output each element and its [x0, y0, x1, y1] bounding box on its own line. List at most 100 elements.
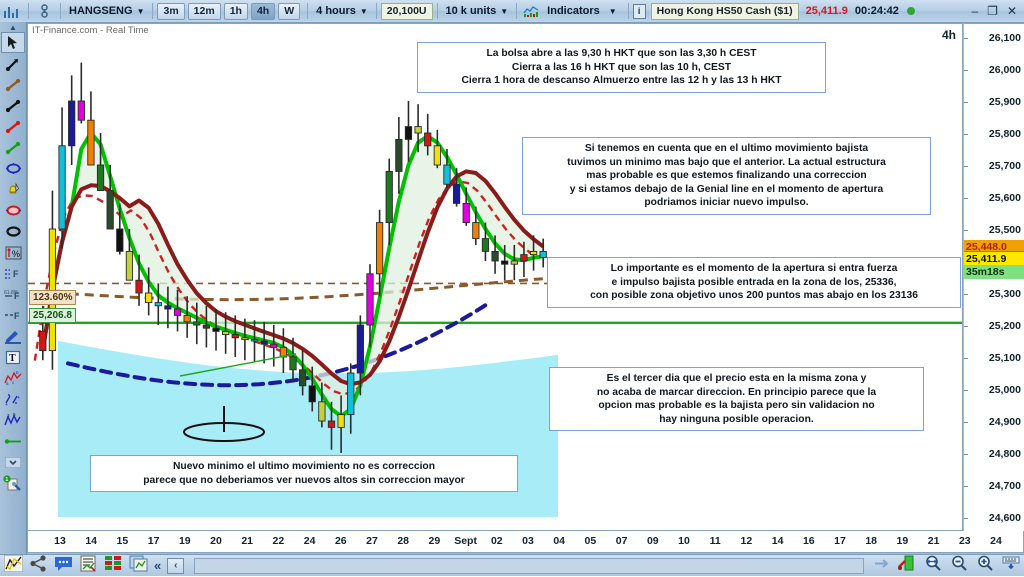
note-third-day[interactable]: Es el tercer dia que el precio esta en l… [549, 367, 924, 432]
tool-arrow[interactable] [1, 53, 25, 74]
windows-icon[interactable] [129, 555, 148, 577]
time-tick-label: 18 [865, 535, 878, 547]
tool-line-brown[interactable] [1, 74, 25, 95]
instrument-chip[interactable]: Hong Kong HS50 Cash ($1) [650, 2, 799, 20]
tool-settings-badge[interactable]: 1 [1, 473, 25, 494]
tool-alert-bell[interactable] [1, 179, 25, 200]
time-tick-label: 09 [646, 535, 659, 547]
data-icon[interactable] [104, 555, 123, 577]
tool-percent[interactable]: % [1, 242, 25, 263]
timeframe-4h[interactable]: 4h [250, 2, 276, 20]
svg-text:F: F [14, 291, 20, 301]
time-tick-label: 19 [896, 535, 909, 547]
report-icon[interactable] [79, 555, 98, 577]
divider [152, 3, 154, 19]
tool-ellipse-red[interactable] [1, 200, 25, 221]
keyboard-icon[interactable] [1002, 555, 1020, 576]
note-structure[interactable]: Si tenemos en cuenta que en el ultimo mo… [522, 137, 931, 215]
time-tick-label: 12 [740, 535, 753, 547]
price-tick [964, 294, 968, 295]
units-select[interactable]: 10 k units ▼ [442, 3, 513, 19]
collapse-button[interactable]: « [154, 558, 162, 573]
tool-ellipse-black[interactable] [1, 221, 25, 242]
tool-fib-retracement[interactable]: F [1, 263, 25, 284]
rail-collapse-icon[interactable]: ▲ [9, 22, 17, 32]
link-icon[interactable] [38, 4, 51, 18]
zoom-fit-icon[interactable] [924, 555, 942, 576]
tool-text[interactable]: T [1, 347, 25, 368]
time-tick-label: 17 [834, 535, 846, 547]
timeframe-3m[interactable]: 3m [157, 2, 185, 20]
price-tick-label: 25,000 [988, 384, 1021, 396]
zoom-out-icon[interactable] [950, 555, 968, 576]
chart-icon[interactable] [3, 554, 24, 577]
tool-more-expand[interactable] [1, 452, 25, 473]
time-axis[interactable]: 13 14 15 17 19 20 21 22 24 26 27 28 29 Sept 02 03 04 05 07… [27, 531, 1024, 553]
price-badge: 25,448.0 [964, 239, 1024, 254]
chevron-down-icon[interactable]: ▼ [608, 6, 617, 16]
indicators-label: Indicators [547, 5, 600, 17]
note-market-hours[interactable]: La bolsa abre a las 9,30 h HKT que son l… [417, 42, 826, 93]
period-select[interactable]: 4 hours ▼ [312, 3, 372, 19]
close-button[interactable]: ✕ [1006, 4, 1017, 18]
price-tick [964, 230, 968, 231]
tool-line-green[interactable] [1, 137, 25, 158]
tool-line-black[interactable] [1, 95, 25, 116]
time-tick-label: 07 [615, 535, 628, 547]
tool-pencil[interactable] [1, 326, 25, 347]
price-tick [964, 518, 968, 519]
drawing-tools-rail: ▲ % [0, 22, 27, 554]
info-icon[interactable]: i [632, 3, 646, 19]
time-tick-label: 19 [178, 535, 191, 547]
note-new-low[interactable]: Nuevo minimo el ultimo movimiento no es … [90, 455, 518, 493]
alert-icon[interactable] [898, 555, 916, 576]
tool-line-red[interactable] [1, 116, 25, 137]
restore-button[interactable]: ❐ [987, 4, 998, 18]
instrument-menu[interactable]: HANGSENG ▼ [65, 3, 148, 19]
status-bar: « ‹ [0, 554, 1024, 576]
timeframe-1h[interactable]: 1h [223, 2, 248, 20]
zoom-controls [874, 555, 1020, 576]
tool-fib-fan[interactable]: F [1, 305, 25, 326]
note-entry[interactable]: Lo importante es el momento de la apertu… [547, 257, 961, 308]
svg-text:1: 1 [5, 477, 8, 483]
instrument-menu-label: HANGSENG [69, 5, 133, 17]
back-button[interactable]: ‹ [167, 557, 185, 574]
divider [436, 3, 438, 19]
bars-count-field[interactable]: 20,100U [380, 2, 433, 20]
share-icon[interactable] [29, 554, 48, 577]
tool-ellipse-blue[interactable] [1, 158, 25, 179]
svg-text:b: b [16, 371, 19, 375]
arrow-icon[interactable] [874, 556, 890, 576]
price-tick-label: 26,000 [988, 64, 1021, 76]
connection-status-icon [906, 7, 915, 15]
tool-pointer[interactable] [1, 32, 25, 53]
timeframe-w[interactable]: W [278, 2, 301, 20]
chat-icon[interactable] [54, 555, 73, 577]
svg-text:a: a [6, 381, 9, 386]
price-tick [964, 38, 968, 39]
time-tick-label: 23 [958, 535, 971, 547]
time-tick-label: 02 [490, 535, 503, 547]
price-tick [964, 422, 968, 423]
zoom-in-icon[interactable] [976, 555, 994, 576]
chevron-down-icon: ▼ [136, 6, 145, 16]
svg-text:5: 5 [13, 413, 16, 417]
timeframe-12m[interactable]: 12m [187, 2, 221, 20]
tool-elliott-impulse[interactable]: + + [1, 389, 25, 410]
price-axis[interactable]: 26,100 26,000 25,900 25,800 25,700 25,600 25,5… [964, 23, 1024, 533]
time-tick-label: 22 [272, 535, 285, 547]
price-tick-label: 25,600 [988, 192, 1021, 204]
chart-type-icon[interactable] [4, 5, 19, 18]
period-select-label: 4 hours [316, 5, 356, 17]
indicators-button[interactable]: Indicators [543, 3, 604, 19]
divider [627, 3, 629, 19]
indicators-icon[interactable] [523, 5, 539, 18]
tool-horizontal-ray[interactable] [1, 431, 25, 452]
status-field[interactable] [194, 557, 864, 574]
minimize-button[interactable]: – [971, 4, 979, 18]
tool-fib-extension[interactable]: 61.8% F [1, 284, 25, 305]
price-tick [964, 198, 968, 199]
